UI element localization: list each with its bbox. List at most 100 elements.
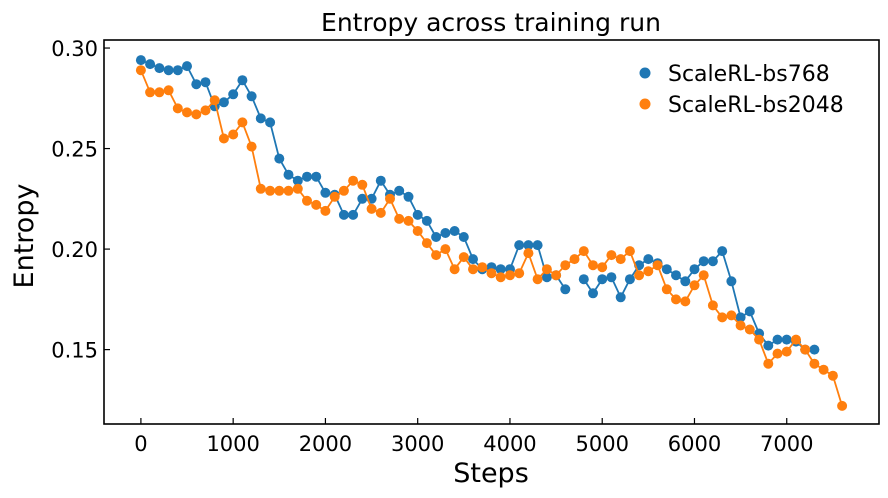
- y-axis-ticks: 0.15 0.20 0.25 0.30: [51, 37, 110, 363]
- data-point-scalerl-bs2048: [477, 262, 488, 273]
- data-point-scalerl-bs768: [440, 228, 451, 238]
- data-point-scalerl-bs2048: [523, 248, 534, 259]
- data-point-scalerl-bs768: [357, 193, 368, 204]
- data-point-scalerl-bs768: [735, 312, 746, 323]
- plot-frame: [103, 39, 880, 425]
- data-point-scalerl-bs768: [523, 240, 534, 251]
- data-point-scalerl-bs768: [320, 187, 331, 198]
- data-point-scalerl-bs768: [744, 306, 755, 317]
- data-point-scalerl-bs2048: [827, 370, 838, 381]
- x-tick-label: 5000: [575, 432, 628, 456]
- data-point-scalerl-bs768: [809, 344, 820, 355]
- x-tick-label: 6000: [668, 432, 721, 456]
- data-point-scalerl-bs768: [560, 284, 571, 295]
- data-point-scalerl-bs2048: [172, 103, 183, 114]
- data-point-scalerl-bs768: [431, 232, 442, 242]
- legend-label-scalerl-bs2048: ScaleRL-bs2048: [668, 93, 844, 118]
- data-point-scalerl-bs2048: [163, 85, 174, 96]
- data-point-scalerl-bs768: [458, 232, 469, 242]
- legend-marker-scalerl-bs2048: [639, 98, 651, 110]
- data-point-scalerl-bs768: [265, 117, 276, 128]
- data-point-scalerl-bs2048: [809, 358, 820, 369]
- data-point-scalerl-bs768: [468, 254, 478, 265]
- x-tick-label: 0: [134, 432, 147, 456]
- plot-background: [104, 40, 879, 424]
- y-tick-label: 0.15: [51, 339, 98, 363]
- series-scalerl-bs768: [135, 55, 820, 355]
- data-point-scalerl-bs2048: [218, 133, 229, 144]
- data-point-scalerl-bs768: [283, 169, 294, 180]
- data-point-scalerl-bs768: [707, 256, 718, 267]
- data-point-scalerl-bs768: [228, 89, 239, 100]
- data-point-scalerl-bs2048: [671, 294, 681, 305]
- series-scalerl-bs2048: [135, 65, 848, 411]
- data-point-scalerl-bs768: [671, 270, 681, 281]
- data-point-scalerl-bs768: [145, 59, 156, 70]
- data-point-scalerl-bs768: [597, 274, 608, 285]
- x-axis-label: Steps: [453, 458, 529, 489]
- data-point-scalerl-bs768: [348, 209, 359, 220]
- data-point-scalerl-bs2048: [320, 205, 331, 216]
- data-point-scalerl-bs768: [403, 191, 414, 202]
- data-point-scalerl-bs2048: [624, 246, 635, 257]
- data-point-scalerl-bs2048: [486, 268, 497, 279]
- data-point-scalerl-bs2048: [735, 320, 746, 331]
- data-point-scalerl-bs768: [588, 288, 598, 299]
- data-point-scalerl-bs2048: [135, 65, 146, 76]
- data-point-scalerl-bs768: [717, 246, 728, 257]
- data-point-scalerl-bs768: [163, 65, 174, 76]
- legend: ScaleRL-bs768 ScaleRL-bs2048: [639, 62, 844, 118]
- data-point-scalerl-bs2048: [283, 185, 294, 196]
- data-point-scalerl-bs2048: [449, 264, 460, 275]
- data-point-scalerl-bs2048: [772, 348, 783, 359]
- data-point-scalerl-bs2048: [698, 270, 709, 281]
- data-point-scalerl-bs2048: [274, 185, 285, 196]
- data-point-scalerl-bs768: [514, 240, 525, 251]
- data-point-scalerl-bs2048: [200, 105, 211, 116]
- data-point-scalerl-bs2048: [357, 179, 368, 190]
- data-point-scalerl-bs768: [449, 226, 460, 236]
- data-point-scalerl-bs2048: [338, 185, 349, 196]
- x-tick-label: 4000: [483, 432, 536, 456]
- data-point-scalerl-bs2048: [421, 238, 432, 249]
- data-point-scalerl-bs768: [311, 171, 322, 182]
- data-point-scalerl-bs2048: [329, 191, 340, 202]
- data-point-scalerl-bs768: [218, 97, 229, 108]
- data-point-scalerl-bs2048: [505, 270, 515, 281]
- data-point-scalerl-bs2048: [560, 260, 571, 271]
- y-tick-label: 0.30: [51, 37, 98, 61]
- data-point-scalerl-bs768: [172, 65, 183, 76]
- data-point-scalerl-bs768: [643, 254, 654, 265]
- data-point-scalerl-bs2048: [403, 215, 414, 226]
- y-tick-label: 0.25: [51, 138, 98, 162]
- data-point-scalerl-bs768: [698, 256, 709, 267]
- data-point-scalerl-bs2048: [717, 312, 728, 323]
- data-point-scalerl-bs2048: [606, 250, 617, 261]
- data-point-scalerl-bs768: [624, 274, 635, 285]
- data-point-scalerl-bs768: [615, 292, 626, 303]
- data-point-scalerl-bs2048: [643, 266, 654, 277]
- legend-marker-scalerl-bs768: [639, 67, 651, 79]
- data-point-scalerl-bs2048: [246, 141, 257, 152]
- data-point-scalerl-bs2048: [495, 272, 506, 283]
- data-point-scalerl-bs2048: [191, 109, 202, 120]
- y-axis-label: Entropy: [9, 184, 40, 289]
- data-point-scalerl-bs2048: [541, 264, 552, 275]
- data-point-scalerl-bs768: [781, 334, 792, 345]
- x-tick-label: 1000: [206, 432, 259, 456]
- data-point-scalerl-bs768: [338, 209, 349, 220]
- data-point-scalerl-bs2048: [726, 310, 737, 321]
- data-point-scalerl-bs2048: [634, 270, 645, 281]
- data-point-scalerl-bs2048: [652, 260, 663, 271]
- data-point-scalerl-bs2048: [255, 183, 266, 194]
- data-point-scalerl-bs768: [135, 55, 146, 66]
- data-point-scalerl-bs768: [772, 334, 783, 345]
- data-point-scalerl-bs2048: [791, 334, 801, 345]
- data-point-scalerl-bs2048: [597, 262, 608, 273]
- data-point-scalerl-bs2048: [588, 260, 598, 271]
- x-tick-label: 7000: [760, 432, 813, 456]
- data-point-scalerl-bs2048: [615, 254, 626, 265]
- data-point-scalerl-bs2048: [228, 129, 239, 140]
- data-point-scalerl-bs768: [578, 274, 589, 285]
- data-point-scalerl-bs768: [246, 91, 257, 102]
